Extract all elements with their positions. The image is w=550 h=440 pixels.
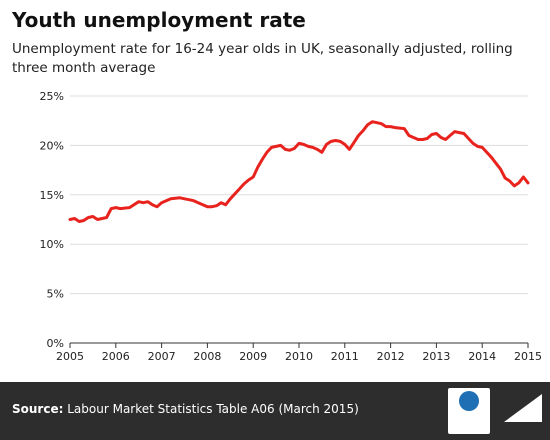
- x-tick-label: 2012: [377, 350, 405, 363]
- y-tick-label: 5%: [47, 288, 64, 301]
- line-chart: 0% 5% 10% 15% 20% 25% 2005 2006 2007 2008 2009 201…: [40, 90, 542, 363]
- x-tick-label: 2006: [102, 350, 130, 363]
- x-tick-label: 2005: [56, 350, 84, 363]
- series-group: [68, 120, 530, 223]
- full-fact-logo-icon: [504, 394, 542, 422]
- source-text: Labour Market Statistics Table A06 (Marc…: [67, 402, 359, 416]
- x-tick-label: 2015: [514, 350, 542, 363]
- series-line: [68, 120, 530, 223]
- x-tick-label: 2008: [193, 350, 221, 363]
- nfer-logo: [448, 388, 490, 434]
- source-note: Source: Labour Market Statistics Table A…: [12, 402, 359, 416]
- y-tick-label: 20%: [40, 139, 64, 152]
- y-axis-ticks: 0% 5% 10% 15% 20% 25%: [40, 90, 64, 350]
- x-tick-label: 2011: [331, 350, 359, 363]
- y-tick-label: 15%: [40, 189, 64, 202]
- x-axis-ticks: 2005 2006 2007 2008 2009 2010 2011 2012 2013 2014…: [56, 343, 542, 363]
- source-label: Source:: [12, 402, 64, 416]
- x-tick-label: 2014: [468, 350, 496, 363]
- y-tick-label: 10%: [40, 238, 64, 251]
- y-tick-label: 25%: [40, 90, 64, 103]
- chart-title: Youth unemployment rate: [12, 8, 306, 32]
- x-tick-label: 2009: [239, 350, 267, 363]
- x-tick-label: 2013: [422, 350, 450, 363]
- nfer-circle-icon: [459, 391, 479, 411]
- chart-subtitle: Unemployment rate for 16-24 year olds in…: [12, 41, 513, 76]
- y-tick-label: 0%: [47, 337, 64, 350]
- x-tick-label: 2007: [148, 350, 176, 363]
- footer-bar: Source: Labour Market Statistics Table A…: [0, 382, 550, 440]
- x-tick-label: 2010: [285, 350, 313, 363]
- gridlines: [70, 95, 528, 295]
